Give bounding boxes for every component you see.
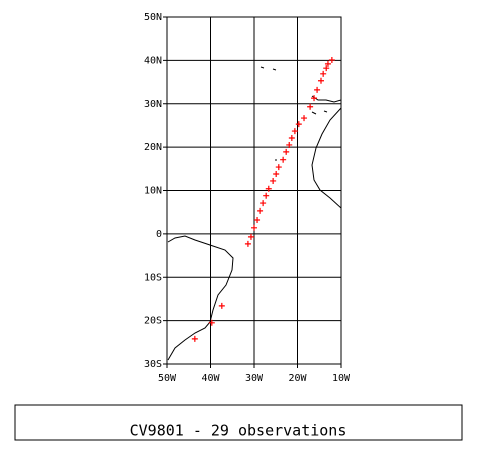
chart-title: CV9801 - 29 observations (130, 422, 347, 440)
observation-marker (265, 185, 272, 192)
observation-marker (260, 200, 267, 207)
observation-marker (301, 115, 308, 122)
observation-marker (311, 95, 318, 102)
observation-marker (270, 177, 277, 184)
observation-marker (254, 216, 261, 223)
y-tick-label: 40N (144, 55, 162, 66)
observation-marker (328, 56, 335, 63)
x-tick-label: 50W (158, 373, 177, 384)
observation-marker (314, 86, 321, 93)
observation-marker (191, 335, 198, 342)
observation-marker (257, 207, 264, 214)
title-box (14, 404, 463, 441)
y-tick-label: 20N (144, 142, 162, 153)
x-tick-label: 10W (332, 373, 351, 384)
y-tick-label: 10N (144, 186, 162, 197)
observation-marker (275, 164, 282, 171)
observation-marker (218, 302, 225, 309)
observation-marker (295, 121, 302, 128)
observation-marker (323, 65, 330, 72)
y-tick-label: 0 (156, 229, 162, 240)
observation-marker (208, 319, 215, 326)
observation-marker (317, 77, 324, 84)
y-tick-label: 30N (144, 99, 162, 110)
observation-marker (291, 128, 298, 135)
y-tick-label: 50N (144, 12, 162, 23)
x-tick-label: 20W (288, 373, 307, 384)
observation-marker (307, 103, 314, 110)
observation-marker (324, 60, 331, 67)
observation-marker (244, 240, 251, 247)
observation-marker (286, 141, 293, 148)
y-tick-label: 30S (144, 359, 162, 370)
observation-marker (273, 171, 280, 178)
observation-marker (280, 156, 287, 163)
x-tick-label: 30W (245, 373, 264, 384)
y-tick-label: 10S (144, 272, 162, 283)
y-tick-label: 20S (144, 316, 162, 327)
observation-marker (263, 192, 270, 199)
x-tick-label: 40W (201, 373, 220, 384)
observation-marker (283, 148, 290, 155)
observation-marker (320, 70, 327, 77)
observation-marker (247, 233, 254, 240)
observation-marker (251, 224, 257, 231)
observation-marker (288, 135, 295, 142)
